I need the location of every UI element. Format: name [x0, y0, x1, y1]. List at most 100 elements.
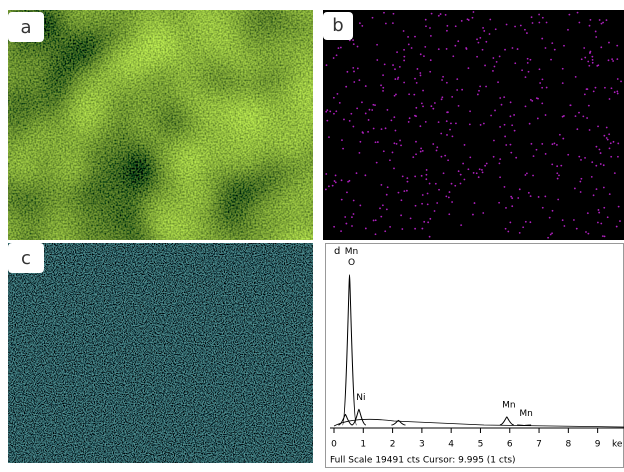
- dot: [353, 213, 355, 215]
- dot: [593, 90, 595, 92]
- dot: [595, 165, 597, 167]
- dot: [482, 212, 484, 214]
- dot: [592, 59, 594, 61]
- dot: [562, 82, 564, 84]
- dot: [455, 122, 457, 124]
- dot: [411, 47, 413, 49]
- dot: [413, 94, 415, 96]
- dot: [607, 216, 609, 218]
- dot: [482, 49, 484, 51]
- dot: [398, 192, 400, 194]
- x-tick-label: 2: [390, 440, 396, 450]
- dot: [595, 36, 597, 38]
- dot: [552, 143, 554, 145]
- dot: [478, 90, 480, 92]
- dot: [483, 123, 485, 125]
- dot: [446, 120, 448, 122]
- dot: [501, 104, 503, 106]
- dot: [392, 64, 394, 66]
- map-b: [323, 10, 624, 240]
- dot: [393, 116, 395, 118]
- dot: [334, 180, 336, 182]
- dot: [421, 203, 423, 205]
- dot: [584, 157, 586, 159]
- dot: [473, 172, 475, 174]
- peak-label: Mn: [502, 400, 515, 410]
- dot: [598, 212, 600, 214]
- dot: [415, 115, 417, 117]
- dot: [352, 39, 354, 41]
- dot: [556, 165, 558, 167]
- dot: [392, 22, 394, 24]
- dot: [357, 46, 359, 48]
- dot: [603, 164, 605, 166]
- dot: [392, 152, 394, 154]
- dot: [372, 17, 374, 19]
- dot: [541, 143, 543, 145]
- dot: [597, 125, 599, 127]
- dot: [480, 124, 482, 126]
- dot: [420, 151, 422, 153]
- dot: [400, 144, 402, 146]
- dot: [505, 207, 507, 209]
- dot: [436, 202, 438, 204]
- dot: [412, 156, 414, 158]
- dot: [368, 119, 370, 121]
- dot: [610, 142, 612, 144]
- dot: [499, 97, 501, 99]
- dot: [560, 165, 562, 167]
- dot: [609, 147, 611, 149]
- dot: [472, 17, 474, 19]
- dot: [499, 56, 501, 58]
- dot: [591, 56, 593, 58]
- dot: [515, 157, 517, 159]
- dot: [436, 146, 438, 148]
- dot: [421, 102, 423, 104]
- dot: [375, 141, 377, 143]
- dot: [438, 189, 440, 191]
- dot: [346, 191, 348, 193]
- dot: [387, 109, 389, 111]
- dot: [464, 144, 466, 146]
- dot: [458, 170, 460, 172]
- dot: [614, 172, 616, 174]
- dot: [606, 19, 608, 21]
- dot: [472, 214, 474, 216]
- dot: [434, 102, 436, 104]
- dot: [403, 190, 405, 192]
- dot: [589, 25, 591, 27]
- dot: [422, 194, 424, 196]
- dot: [400, 214, 402, 216]
- dot: [425, 19, 427, 21]
- dot: [344, 216, 346, 218]
- dot: [525, 221, 527, 223]
- dot: [406, 177, 408, 179]
- dot: [409, 117, 411, 119]
- dot: [376, 162, 378, 164]
- dot: [530, 99, 532, 101]
- dot: [576, 128, 578, 130]
- dot: [345, 86, 347, 88]
- dot: [417, 68, 419, 70]
- dot: [356, 172, 358, 174]
- dot: [531, 143, 533, 145]
- dot: [545, 153, 547, 155]
- dot: [365, 113, 367, 115]
- dot: [532, 175, 534, 177]
- peak-label: Mn: [345, 247, 358, 257]
- dot: [446, 25, 448, 27]
- dot: [606, 127, 608, 129]
- panel-label: b: [332, 15, 343, 36]
- dot: [504, 136, 506, 138]
- dot: [429, 236, 431, 238]
- dot: [429, 218, 431, 220]
- dot: [477, 94, 479, 96]
- dot: [407, 36, 409, 38]
- dot: [567, 154, 569, 156]
- dot: [358, 79, 360, 81]
- dot: [485, 86, 487, 88]
- dot: [359, 22, 361, 24]
- dot: [419, 72, 421, 74]
- dot: [482, 27, 484, 29]
- dot: [597, 222, 599, 224]
